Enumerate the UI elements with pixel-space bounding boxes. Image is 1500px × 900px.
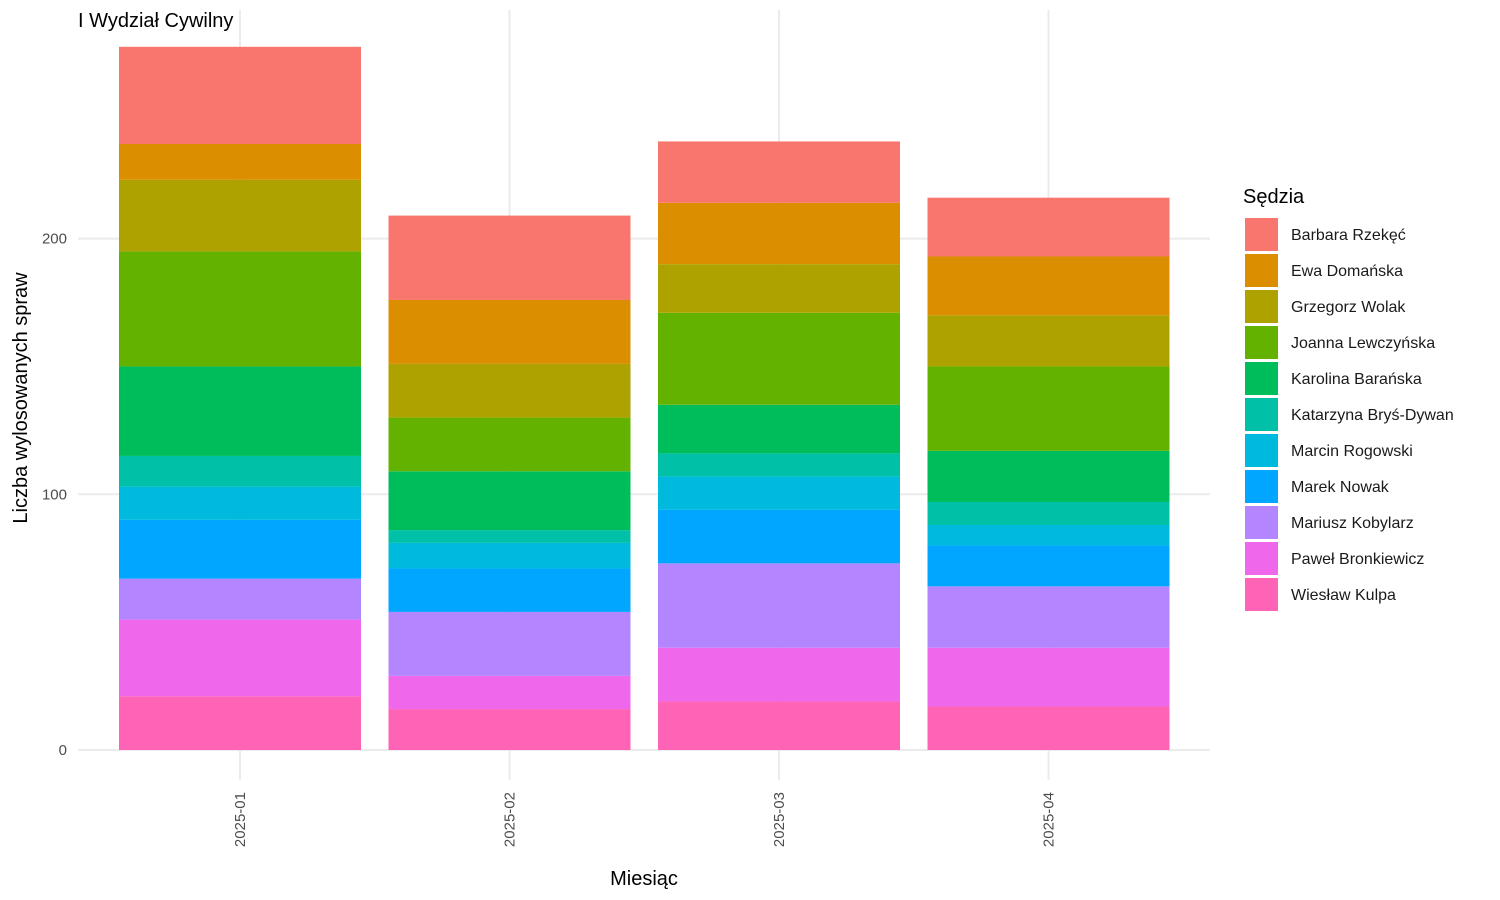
legend-item-1: Barbara Rzekęć <box>1245 218 1406 251</box>
y-tick-label-100: 100 <box>42 486 67 503</box>
legend-item-3: Grzegorz Wolak <box>1245 290 1406 323</box>
bar-segment-2025-03-9 <box>658 563 900 648</box>
legend-key-11 <box>1245 578 1278 611</box>
bar-segment-2025-02-6 <box>388 530 631 543</box>
legend-key-5 <box>1245 362 1278 395</box>
legend-label-4: Joanna Lewczyńska <box>1291 335 1435 352</box>
legend-label-3: Grzegorz Wolak <box>1291 299 1406 316</box>
bar-segment-2025-02-10 <box>388 675 631 710</box>
legend-key-4 <box>1245 326 1278 359</box>
bar-segment-2025-03-6 <box>658 453 900 477</box>
legend-label-5: Karolina Barańska <box>1291 371 1422 388</box>
legend-key-3 <box>1245 290 1278 323</box>
legend-item-11: Wiesław Kulpa <box>1245 578 1396 611</box>
bar-segment-2025-04-2 <box>927 256 1170 316</box>
bar-segment-2025-01-2 <box>119 143 361 180</box>
x-tick-label-2025-02: 2025-02 <box>502 792 519 847</box>
legend-item-4: Joanna Lewczyńska <box>1245 326 1435 359</box>
bar-segment-2025-04-11 <box>927 706 1170 750</box>
x-tick-label-2025-01: 2025-01 <box>232 792 249 847</box>
y-tick-labels: 0 100 200 <box>42 231 67 759</box>
x-tick-label-2025-03: 2025-03 <box>771 792 788 847</box>
x-tick-labels: 2025-01 2025-02 2025-03 2025-04 <box>232 792 1058 847</box>
bar-segment-2025-02-1 <box>388 215 631 300</box>
legend-label-8: Marek Nowak <box>1291 479 1390 496</box>
bar-segment-2025-04-8 <box>927 545 1170 587</box>
bar-segment-2025-04-1 <box>927 197 1170 257</box>
legend-key-7 <box>1245 434 1278 467</box>
legend-key-9 <box>1245 506 1278 539</box>
legend-label-7: Marcin Rogowski <box>1291 443 1413 460</box>
bar-segment-2025-02-11 <box>388 709 631 750</box>
bar-segment-2025-02-8 <box>388 568 631 612</box>
legend-item-6: Katarzyna Bryś-Dywan <box>1245 398 1454 431</box>
legend-key-6 <box>1245 398 1278 431</box>
legend-key-2 <box>1245 254 1278 287</box>
bar-segment-2025-02-4 <box>388 417 631 472</box>
bar-segment-2025-01-3 <box>119 179 361 252</box>
legend-item-8: Marek Nowak <box>1245 470 1390 503</box>
legend-item-9: Mariusz Kobylarz <box>1245 506 1414 539</box>
legend-label-2: Ewa Domańska <box>1291 263 1403 280</box>
bar-segment-2025-01-5 <box>119 366 361 456</box>
bar-segment-2025-03-8 <box>658 509 900 564</box>
legend: Sędzia Barbara Rzekęć Ewa Domańska Grzegor… <box>1243 186 1454 611</box>
bar-segment-2025-04-9 <box>927 586 1170 648</box>
bar-segment-2025-01-7 <box>119 486 361 520</box>
chart-title: I Wydział Cywilny <box>78 10 233 32</box>
legend-key-10 <box>1245 542 1278 575</box>
bar-segment-2025-01-10 <box>119 619 361 697</box>
bar-segment-2025-03-2 <box>658 202 900 265</box>
bar-stack-2025-01 <box>119 46 361 750</box>
bar-segment-2025-03-3 <box>658 264 900 313</box>
bar-segment-2025-04-4 <box>927 366 1170 451</box>
y-tick-label-200: 200 <box>42 231 67 248</box>
legend-item-2: Ewa Domańska <box>1245 254 1403 287</box>
bar-stack-2025-03 <box>658 141 900 750</box>
bar-segment-2025-01-1 <box>119 46 361 144</box>
bar-segment-2025-04-7 <box>927 524 1170 546</box>
legend-label-10: Paweł Bronkiewicz <box>1291 551 1424 568</box>
bar-segment-2025-03-5 <box>658 404 900 454</box>
bar-segment-2025-01-11 <box>119 696 361 750</box>
legend-label-11: Wiesław Kulpa <box>1291 587 1396 604</box>
bar-segment-2025-03-11 <box>658 701 900 750</box>
legend-label-6: Katarzyna Bryś-Dywan <box>1291 407 1454 424</box>
legend-item-7: Marcin Rogowski <box>1245 434 1413 467</box>
bar-segment-2025-02-2 <box>388 299 631 364</box>
legend-key-8 <box>1245 470 1278 503</box>
x-axis-title: Miesiąc <box>610 868 678 890</box>
bar-segment-2025-03-10 <box>658 647 900 702</box>
bar-stack-2025-02 <box>388 215 631 750</box>
legend-label-1: Barbara Rzekęć <box>1291 227 1406 244</box>
bar-segment-2025-03-4 <box>658 312 900 405</box>
legend-key-1 <box>1245 218 1278 251</box>
x-tick-label-2025-04: 2025-04 <box>1041 792 1058 847</box>
bar-segment-2025-01-6 <box>119 455 361 487</box>
bar-segment-2025-04-10 <box>927 647 1170 707</box>
bar-segment-2025-04-5 <box>927 450 1170 502</box>
bars-layer <box>119 46 1170 750</box>
bar-segment-2025-01-9 <box>119 578 361 620</box>
bar-segment-2025-04-3 <box>927 315 1170 367</box>
bar-segment-2025-04-6 <box>927 501 1170 525</box>
bar-segment-2025-02-3 <box>388 363 631 418</box>
y-tick-label-0: 0 <box>59 742 67 759</box>
legend-label-9: Mariusz Kobylarz <box>1291 515 1414 532</box>
bar-segment-2025-01-4 <box>119 251 361 367</box>
bar-segment-2025-02-5 <box>388 471 631 531</box>
bar-segment-2025-02-7 <box>388 542 631 569</box>
bar-segment-2025-03-1 <box>658 141 900 203</box>
bar-segment-2025-02-9 <box>388 611 631 676</box>
bar-segment-2025-01-8 <box>119 519 361 579</box>
y-axis-title: Liczba wylosowanych spraw <box>10 272 32 524</box>
legend-title: Sędzia <box>1243 186 1305 208</box>
legend-item-5: Karolina Barańska <box>1245 362 1422 395</box>
bar-stack-2025-04 <box>927 197 1170 750</box>
legend-item-10: Paweł Bronkiewicz <box>1245 542 1424 575</box>
bar-segment-2025-03-7 <box>658 476 900 510</box>
